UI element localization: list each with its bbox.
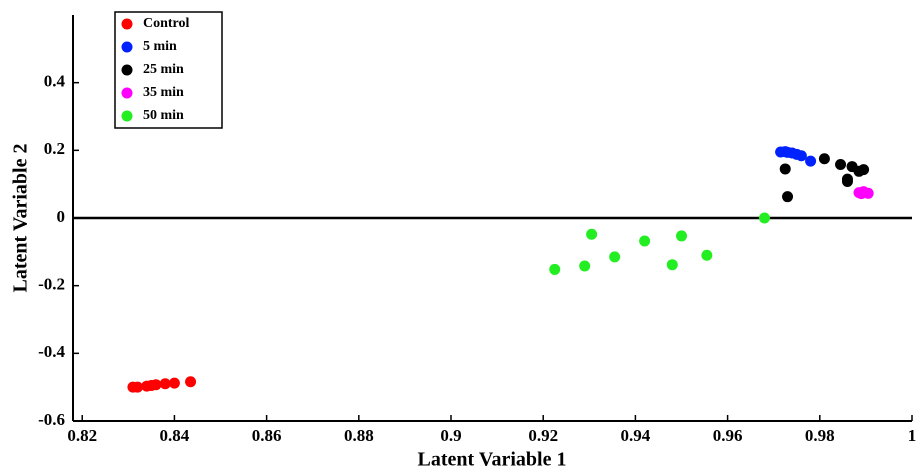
- y-tick-label: 0: [57, 207, 66, 226]
- x-tick-label: 0.98: [805, 426, 835, 445]
- data-point: [639, 235, 651, 247]
- y-tick-label: -0.2: [38, 275, 65, 294]
- x-tick-label: 0.86: [252, 426, 282, 445]
- legend-label: Control: [143, 16, 190, 31]
- legend-label: 50 min: [143, 108, 184, 123]
- data-point: [586, 228, 598, 240]
- data-point: [150, 379, 162, 391]
- x-tick-label: 0.84: [160, 426, 190, 445]
- legend-marker: [121, 18, 133, 30]
- legend-label: 35 min: [143, 85, 184, 100]
- x-tick-label: 0.88: [344, 426, 374, 445]
- data-point: [779, 163, 791, 175]
- data-point: [758, 212, 770, 224]
- y-axis-title: Latent Variable 2: [10, 144, 32, 293]
- data-point: [862, 187, 874, 199]
- data-point: [858, 164, 870, 176]
- legend-box: [114, 11, 223, 129]
- data-point: [579, 260, 591, 272]
- data-point: [818, 153, 830, 165]
- data-point: [666, 259, 678, 271]
- data-point: [185, 376, 197, 388]
- legend-marker: [121, 110, 133, 122]
- data-point: [549, 263, 561, 275]
- x-tick-label: 1: [908, 426, 917, 445]
- data-point: [805, 155, 817, 167]
- x-tick-label: 0.92: [528, 426, 558, 445]
- data-point: [159, 378, 171, 390]
- data-point: [701, 249, 713, 261]
- legend-marker: [121, 64, 133, 76]
- y-tick-label: 0.2: [44, 139, 65, 158]
- data-point: [795, 150, 807, 162]
- data-point: [841, 175, 853, 187]
- data-point: [782, 191, 794, 203]
- legend-label: 25 min: [143, 62, 184, 77]
- data-point: [168, 377, 180, 389]
- legend-label: 5 min: [143, 39, 177, 54]
- x-tick-label: 0.9: [440, 426, 461, 445]
- data-point: [676, 230, 688, 242]
- y-tick-label: -0.4: [38, 342, 65, 361]
- y-tick-label: -0.6: [38, 410, 65, 429]
- x-tick-label: 0.94: [621, 426, 651, 445]
- data-point: [132, 381, 144, 393]
- data-point: [609, 251, 621, 263]
- x-tick-label: 0.96: [713, 426, 743, 445]
- y-tick-label: 0.4: [44, 72, 66, 91]
- x-axis-title: Latent Variable 1: [418, 449, 567, 471]
- data-point: [835, 159, 847, 171]
- x-tick-label: 0.82: [67, 426, 97, 445]
- legend-marker: [121, 41, 133, 53]
- legend-marker: [121, 87, 133, 99]
